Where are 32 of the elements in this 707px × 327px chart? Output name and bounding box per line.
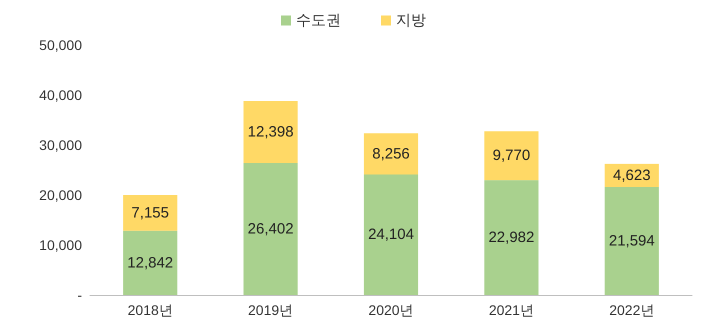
bar xyxy=(364,133,418,174)
data-label: 7,155 xyxy=(131,204,169,222)
legend-label: 수도권 xyxy=(296,12,341,29)
legend-label: 지방 xyxy=(396,12,426,29)
bar xyxy=(123,230,178,295)
x-tick-label: 2020년 xyxy=(368,302,414,318)
y-tick-label: 20,000 xyxy=(39,187,82,203)
bar xyxy=(123,195,178,231)
bar xyxy=(364,174,418,295)
bar xyxy=(604,187,659,295)
y-tick-label: 40,000 xyxy=(39,87,82,103)
bar xyxy=(244,162,298,295)
y-tick-label: 10,000 xyxy=(39,237,82,253)
data-label: 4,623 xyxy=(613,166,651,184)
data-label: 9,770 xyxy=(492,147,530,164)
data-label: 12,398 xyxy=(248,123,294,140)
data-label: 8,256 xyxy=(372,145,410,162)
bar xyxy=(484,180,538,295)
y-tick-label: - xyxy=(77,287,82,303)
y-tick-label: 30,000 xyxy=(39,137,82,153)
x-tick-label: 2019년 xyxy=(248,302,294,318)
y-tick-label: 50,000 xyxy=(39,37,82,53)
bar xyxy=(244,101,298,163)
x-tick-label: 2021년 xyxy=(488,302,534,318)
bar xyxy=(484,131,538,180)
data-label: 22,982 xyxy=(488,229,534,246)
x-tick-label: 2018년 xyxy=(128,302,173,318)
data-label: 26,402 xyxy=(248,220,294,238)
data-label: 12,842 xyxy=(127,254,174,272)
data-label: 21,594 xyxy=(608,232,655,250)
data-label: 24,104 xyxy=(368,226,414,244)
x-tick-label: 2022년 xyxy=(609,302,654,318)
